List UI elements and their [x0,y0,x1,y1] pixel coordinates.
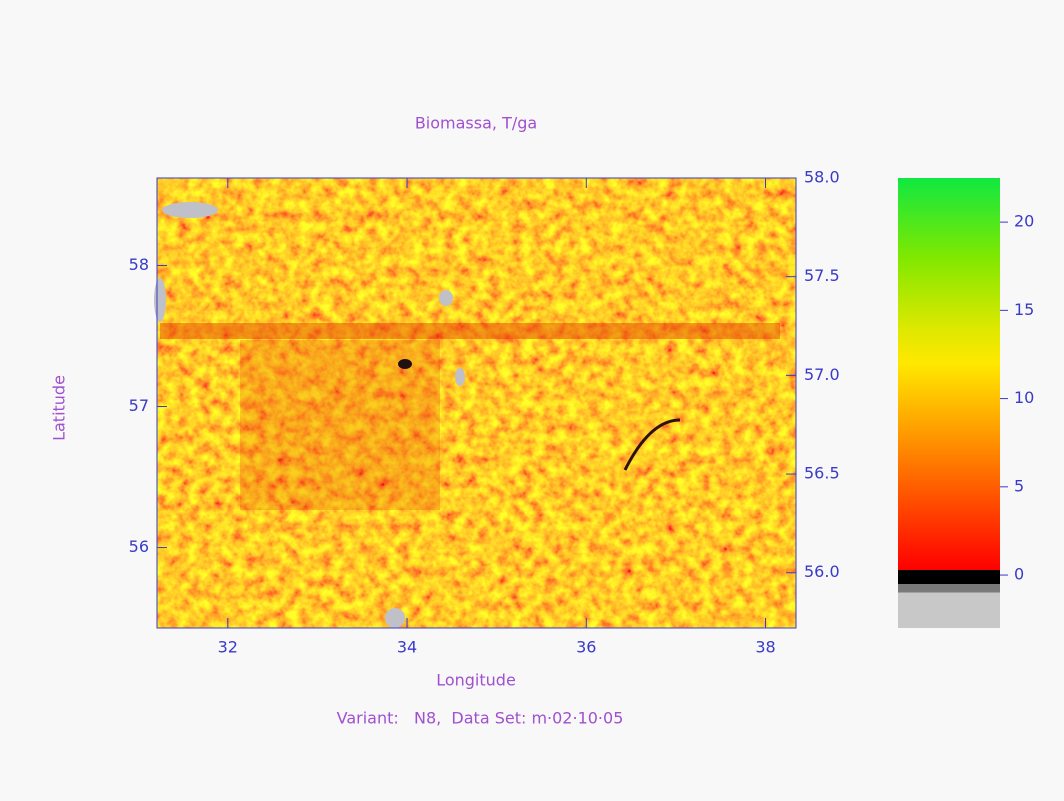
dark-spot [398,359,412,369]
y2-tick-label: 56.5 [804,464,840,483]
x-tick-label: 36 [576,638,596,657]
lake [455,368,465,386]
colorbar [898,178,1000,628]
y-axis-label: Latitude [50,375,69,441]
y2-tick-label: 57.0 [804,365,840,384]
chart-title: Biomassa, T/ga [415,114,537,133]
x-tick-label: 34 [397,638,417,657]
y-tick-label: 57 [129,396,149,415]
y-tick-label: 56 [129,537,149,556]
y2-tick-label: 57.5 [804,266,840,285]
lake [162,202,218,218]
y2-tick-label: 58.0 [804,168,840,187]
lake [439,290,453,306]
colorbar-tick-label: 5 [1014,476,1024,495]
x-axis-label: Longitude [436,671,516,690]
caption: Variant: N8, Data Set: m·02·10·05 [337,709,624,728]
y-tick-label: 58 [129,255,149,274]
colorbar-tick-label: 10 [1014,388,1034,407]
colorbar-tick-label: 0 [1014,565,1024,584]
x-tick-label: 38 [755,638,775,657]
chart: Biomassa, T/ga Longitude Latitude Varian… [0,0,1064,801]
colorbar-tick-label: 20 [1014,212,1034,231]
y2-tick-label: 56.0 [804,562,840,581]
colorbar-tick-label: 15 [1014,300,1034,319]
lake [385,608,405,628]
x-tick-label: 32 [218,638,238,657]
lake [154,278,166,322]
map-stripe [160,323,780,339]
map-raster [154,178,796,628]
